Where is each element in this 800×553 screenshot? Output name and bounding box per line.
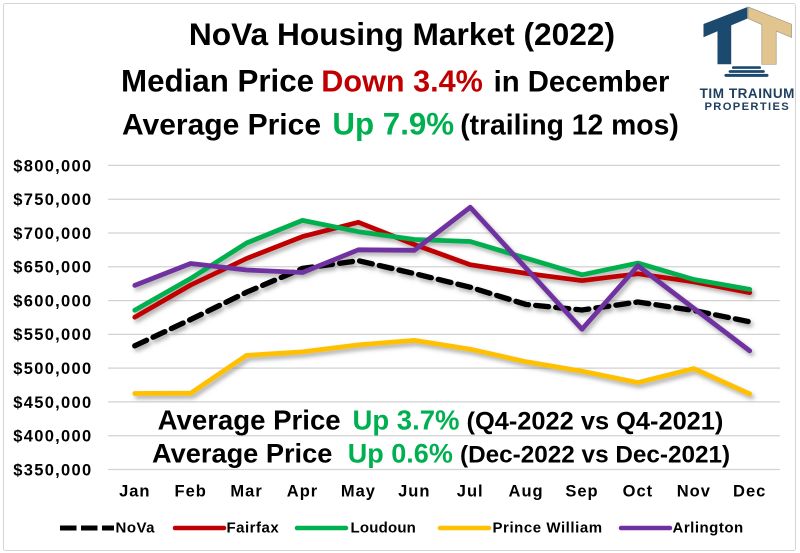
svg-text:(Q4-2022 vs Q4-2021): (Q4-2022 vs Q4-2021): [467, 408, 724, 436]
svg-text:Dec: Dec: [733, 483, 766, 501]
svg-text:Apr: Apr: [287, 483, 318, 501]
svg-text:Average Price: Average Price: [122, 109, 321, 142]
svg-text:Up 0.6%: Up 0.6%: [348, 438, 453, 468]
svg-text:TIM TRAINUM: TIM TRAINUM: [700, 86, 795, 101]
svg-text:Jan: Jan: [119, 483, 150, 501]
svg-text:$700,000: $700,000: [13, 225, 92, 243]
svg-text:(trailing 12 mos): (trailing 12 mos): [460, 109, 679, 141]
svg-text:$400,000: $400,000: [13, 428, 92, 446]
svg-text:$550,000: $550,000: [13, 326, 92, 344]
svg-text:PROPERTIES: PROPERTIES: [704, 101, 790, 113]
svg-text:$750,000: $750,000: [13, 191, 92, 209]
svg-text:(Dec-2022 vs Dec-2021): (Dec-2022 vs Dec-2021): [460, 441, 730, 468]
svg-text:NoVa Housing Market (2022): NoVa Housing Market (2022): [189, 16, 615, 52]
svg-text:Nov: Nov: [677, 483, 711, 501]
svg-text:Up 7.9%: Up 7.9%: [332, 107, 454, 142]
svg-text:$650,000: $650,000: [13, 259, 92, 277]
svg-text:Mar: Mar: [230, 483, 262, 501]
svg-text:$450,000: $450,000: [13, 394, 92, 412]
svg-text:Fairfax: Fairfax: [227, 520, 280, 537]
svg-text:Aug: Aug: [509, 483, 544, 501]
svg-text:Average Price: Average Price: [152, 437, 332, 468]
svg-text:$600,000: $600,000: [13, 293, 92, 311]
svg-text:Prince William: Prince William: [493, 520, 603, 537]
svg-text:$500,000: $500,000: [13, 360, 92, 378]
svg-text:Median Price: Median Price: [121, 64, 314, 99]
svg-text:in December: in December: [494, 66, 670, 99]
svg-text:Jul: Jul: [457, 483, 484, 501]
svg-text:May: May: [341, 483, 376, 501]
svg-text:Average Price: Average Price: [158, 405, 341, 436]
svg-text:Arlington: Arlington: [673, 520, 744, 537]
svg-text:$800,000: $800,000: [13, 157, 92, 175]
svg-text:Feb: Feb: [175, 483, 207, 501]
svg-text:Sep: Sep: [565, 483, 598, 501]
svg-text:$350,000: $350,000: [13, 461, 92, 479]
svg-text:Up 3.7%: Up 3.7%: [353, 405, 460, 436]
svg-text:Loudoun: Loudoun: [351, 520, 417, 537]
svg-text:NoVa: NoVa: [116, 520, 156, 537]
svg-text:Down 3.4%: Down 3.4%: [321, 65, 483, 99]
svg-text:Oct: Oct: [623, 483, 654, 501]
svg-text:Jun: Jun: [398, 483, 430, 501]
